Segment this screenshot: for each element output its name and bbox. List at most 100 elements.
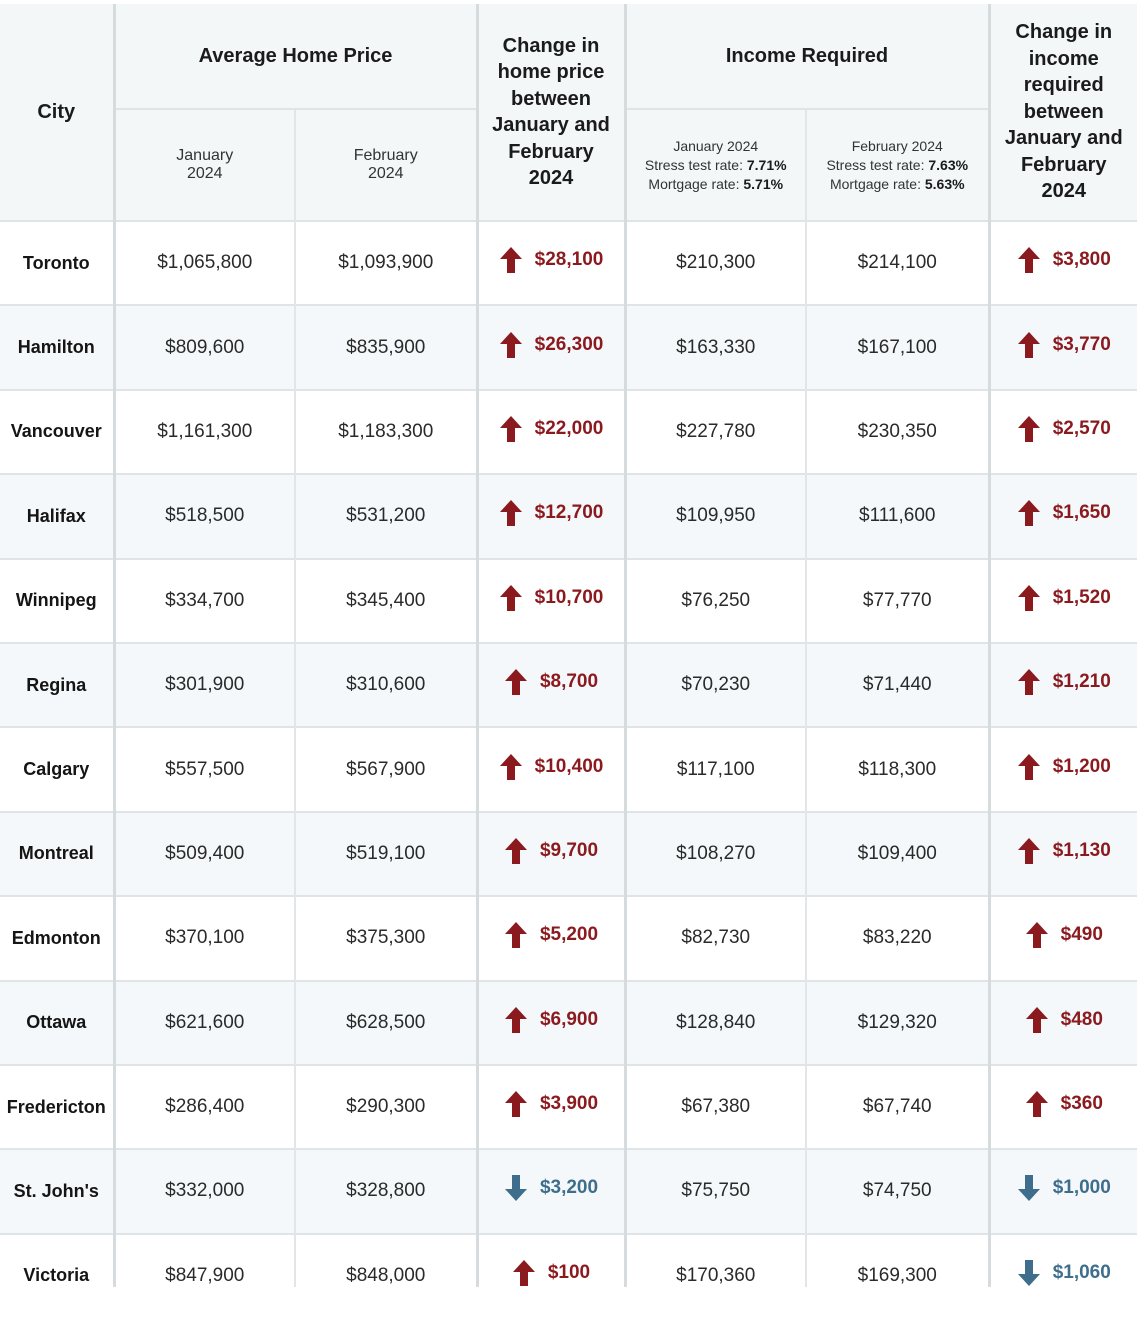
arrow-down-icon bbox=[1017, 1174, 1041, 1202]
header-change-income-line: 2024 bbox=[1041, 180, 1087, 203]
header-change-price-line: February bbox=[508, 140, 594, 163]
cell-income-january: $82,730 bbox=[623, 895, 806, 981]
price-change-indicator: $10,400 bbox=[499, 753, 603, 781]
table-row: Vancouver $1,161,300 $1,183,300 $22,000 $227… bbox=[0, 388, 1138, 475]
header-month-label: February bbox=[353, 147, 418, 164]
income-change-indicator: $1,000 bbox=[1017, 1174, 1111, 1202]
cell-income-january: $227,780 bbox=[623, 388, 806, 475]
cell-price-february: $531,200 bbox=[294, 473, 477, 559]
header-year-label: 2024 bbox=[367, 165, 404, 182]
cell-income-january: $128,840 bbox=[623, 979, 806, 1065]
header-income-february: February 2024 Stress test rate: 7.63% Mo… bbox=[804, 109, 990, 221]
cell-price-february: $567,900 bbox=[294, 726, 477, 812]
cell-income-february: $129,320 bbox=[804, 979, 990, 1065]
cell-price-january: $1,161,300 bbox=[112, 388, 295, 475]
arrow-up-icon bbox=[499, 753, 523, 781]
income-change-value: $1,650 bbox=[1052, 502, 1111, 524]
income-change-value: $3,800 bbox=[1052, 249, 1111, 271]
cell-city: Winnipeg bbox=[0, 557, 114, 643]
cell-price-change: $28,100 bbox=[475, 219, 625, 306]
income-change-indicator: $2,570 bbox=[1017, 415, 1111, 443]
price-change-indicator: $3,200 bbox=[504, 1174, 598, 1202]
arrow-up-icon bbox=[499, 499, 523, 527]
cell-income-february: $230,350 bbox=[804, 388, 990, 475]
cell-income-february: $74,750 bbox=[804, 1148, 990, 1234]
cell-income-january: $67,380 bbox=[623, 1063, 806, 1150]
table-row: Toronto $1,065,800 $1,093,900 $28,100 $210,3… bbox=[0, 219, 1138, 306]
cell-price-february: $1,183,300 bbox=[294, 388, 477, 475]
income-change-indicator: $1,130 bbox=[1017, 837, 1111, 865]
arrow-up-icon bbox=[1017, 584, 1041, 612]
cell-price-january: $301,900 bbox=[112, 641, 295, 728]
header-change-income-line: Change in bbox=[1015, 21, 1113, 44]
cell-price-february: $375,300 bbox=[294, 895, 477, 981]
cell-price-january: $334,700 bbox=[112, 557, 295, 643]
cell-income-february: $67,740 bbox=[804, 1063, 990, 1150]
arrow-up-icon bbox=[1025, 1006, 1049, 1034]
cell-price-january: $332,000 bbox=[112, 1148, 295, 1234]
header-income-required: Income Required bbox=[623, 4, 990, 110]
price-change-indicator: $26,300 bbox=[499, 331, 604, 359]
cell-city: St. John's bbox=[0, 1148, 114, 1234]
price-change-value: $26,300 bbox=[534, 333, 604, 355]
cell-income-change: $490 bbox=[987, 895, 1138, 981]
cell-city: Regina bbox=[0, 641, 114, 728]
cell-income-change: $1,000 bbox=[987, 1148, 1138, 1234]
arrow-up-icon bbox=[504, 1090, 528, 1118]
cell-price-february: $310,600 bbox=[294, 641, 477, 728]
cell-income-change: $1,650 bbox=[987, 473, 1138, 559]
header-change-price-line: Change in bbox=[502, 34, 600, 57]
header-change-price-line: home price bbox=[497, 61, 605, 83]
income-change-indicator: $480 bbox=[1025, 1006, 1103, 1034]
cell-price-change: $26,300 bbox=[475, 304, 625, 390]
cell-price-change: $10,700 bbox=[475, 557, 625, 643]
price-change-value: $10,700 bbox=[534, 586, 604, 608]
cell-price-january: $509,400 bbox=[112, 810, 295, 897]
cell-income-january: $108,270 bbox=[623, 810, 806, 897]
header-change-income-line: February bbox=[1020, 153, 1107, 176]
cell-income-february: $167,100 bbox=[804, 304, 990, 390]
cell-income-change: $1,520 bbox=[987, 557, 1138, 643]
header-change-income-line: January and bbox=[1004, 127, 1123, 150]
price-change-indicator: $8,700 bbox=[504, 668, 598, 696]
income-change-indicator: $3,800 bbox=[1017, 246, 1111, 274]
cell-income-change: $360 bbox=[987, 1063, 1138, 1150]
price-change-value: $12,700 bbox=[534, 502, 604, 524]
income-change-indicator: $360 bbox=[1025, 1090, 1103, 1118]
header-price-january: January 2024 bbox=[112, 109, 295, 221]
cell-price-change: $8,700 bbox=[475, 641, 625, 728]
income-change-value: $1,000 bbox=[1052, 1177, 1111, 1199]
cell-city: Montreal bbox=[0, 810, 114, 897]
table-row: Fredericton $286,400 $290,300 $3,900 $67,380… bbox=[0, 1063, 1138, 1150]
cell-income-february: $71,440 bbox=[804, 641, 990, 728]
price-change-value: $3,200 bbox=[539, 1177, 599, 1199]
price-change-value: $8,700 bbox=[539, 671, 599, 693]
header-stress-test-rate: Stress test rate: 7.71% bbox=[627, 156, 806, 175]
arrow-up-icon bbox=[1017, 415, 1041, 443]
arrow-up-icon bbox=[499, 584, 523, 612]
arrow-up-icon bbox=[504, 921, 528, 949]
cell-income-february: $214,100 bbox=[804, 219, 990, 306]
arrow-up-icon bbox=[499, 415, 523, 443]
price-change-value: $6,900 bbox=[539, 1008, 599, 1030]
cell-income-change: $480 bbox=[987, 979, 1138, 1065]
cell-price-february: $345,400 bbox=[294, 557, 477, 643]
cell-income-february: $111,600 bbox=[804, 473, 990, 559]
mortgage-value: 5.63% bbox=[924, 175, 965, 192]
cell-income-change: $1,130 bbox=[987, 810, 1138, 897]
price-change-value: $5,200 bbox=[539, 924, 599, 946]
stress-value: 7.63% bbox=[928, 156, 969, 173]
cell-income-january: $109,950 bbox=[623, 473, 806, 559]
income-change-value: $490 bbox=[1060, 924, 1103, 946]
header-income-month: February 2024 bbox=[851, 137, 943, 154]
price-change-value: $3,900 bbox=[539, 1093, 599, 1115]
table-row: Hamilton $809,600 $835,900 $26,300 $163,330 $… bbox=[0, 304, 1138, 390]
mortgage-label: Mortgage rate: bbox=[648, 175, 744, 192]
cell-income-change: $3,770 bbox=[987, 304, 1138, 390]
cell-price-february: $290,300 bbox=[294, 1063, 477, 1150]
income-change-value: $1,210 bbox=[1052, 671, 1111, 693]
table-row: Regina $301,900 $310,600 $8,700 $70,230 $71,4… bbox=[0, 641, 1138, 728]
cell-income-january: $70,230 bbox=[623, 641, 806, 728]
cell-price-february: $328,800 bbox=[294, 1148, 477, 1234]
mortgage-label: Mortgage rate: bbox=[829, 175, 925, 192]
